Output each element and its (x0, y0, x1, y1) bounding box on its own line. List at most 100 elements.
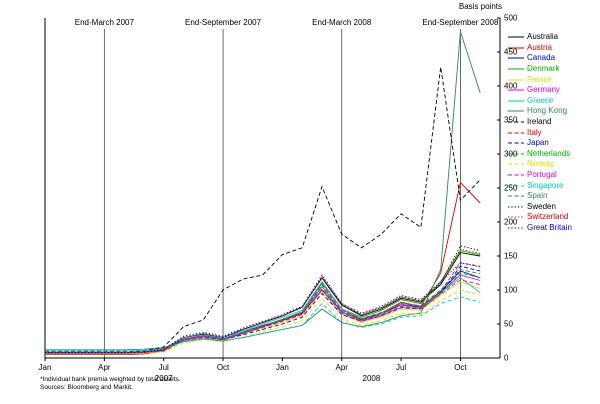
y-tick-label: 150 (504, 252, 518, 261)
legend-line-sample (508, 195, 524, 197)
series-line-australia (45, 252, 481, 354)
legend-item: Spain (508, 191, 572, 202)
legend-item: Switzerland (508, 212, 572, 223)
legend-label: Norway (527, 159, 555, 169)
legend-line-sample (508, 89, 524, 91)
series-line-portugal (45, 279, 481, 354)
legend-label: Great Britain (527, 222, 572, 232)
x-tick-label: Apr (98, 363, 111, 372)
legend-label: Portugal (527, 170, 557, 180)
y-tick-label: 450 (504, 48, 518, 57)
legend-item: Canada (508, 53, 572, 64)
x-tick-label: Oct (217, 363, 230, 372)
legend-line-sample (508, 121, 524, 123)
reference-line-label: End-March 2007 (75, 18, 135, 27)
legend-line-sample (508, 163, 524, 165)
legend-line-sample (508, 57, 524, 59)
legend-item: Sweden (508, 202, 572, 213)
legend-label: Canada (527, 53, 556, 63)
y-axis-title: Basis points (459, 2, 502, 11)
reference-line-label: End-March 2008 (312, 18, 372, 27)
legend-label: Netherlands (527, 148, 571, 158)
legend-line-sample (508, 227, 524, 229)
legend-line-sample (508, 216, 524, 218)
legend-line-sample (508, 153, 524, 155)
y-tick-label: 200 (504, 218, 518, 227)
legend-item: Netherlands (508, 149, 572, 160)
y-tick-label: 400 (504, 82, 518, 91)
legend: Australia Austria Canada Denmark France Germa… (508, 32, 572, 233)
series-line-singapore (45, 296, 481, 352)
legend-item: Denmark (508, 64, 572, 75)
x-tick-label: Jan (276, 363, 289, 372)
y-tick-label: 0 (504, 354, 509, 363)
x-tick-label: Jul (159, 363, 169, 372)
x-year-label: 2008 (363, 374, 381, 383)
legend-line-sample (508, 132, 524, 134)
series-line-spain (45, 269, 481, 354)
legend-item: France (508, 74, 572, 85)
footnote-weighting: *Individual bank premia weighted by tota… (40, 376, 181, 383)
legend-line-sample (508, 47, 524, 49)
legend-label: Hong Kong (527, 106, 568, 116)
legend-label: Germany (527, 85, 560, 95)
reference-line-label: End-September 2008 (422, 18, 499, 27)
legend-line-sample (508, 110, 524, 112)
legend-label: Sweden (527, 201, 556, 211)
legend-item: Japan (508, 138, 572, 149)
legend-line-sample (508, 100, 524, 102)
legend-item: Hong Kong (508, 106, 572, 117)
legend-item: Austria (508, 43, 572, 54)
series-line-hong-kong (45, 31, 481, 351)
reference-line-label: End-September 2007 (185, 18, 262, 27)
series-line-switzerland (45, 248, 481, 354)
footnote-sources: Sources: Bloomberg and Markit. (40, 384, 133, 391)
series-line-canada (45, 270, 481, 354)
footnotes: *Individual bank premia weighted by tota… (40, 376, 181, 392)
legend-item: Greece (508, 96, 572, 107)
series-line-netherlands (45, 272, 481, 354)
legend-item: Great Britain (508, 223, 572, 234)
series-line-france (45, 281, 481, 355)
y-tick-label: 350 (504, 116, 518, 125)
y-tick-label: 100 (504, 286, 518, 295)
legend-item: Norway (508, 159, 572, 170)
series-line-austria (45, 181, 481, 356)
series-line-sweden (45, 245, 481, 354)
y-tick-label: 50 (504, 320, 513, 329)
y-tick-label: 500 (504, 14, 518, 23)
y-tick-label: 250 (504, 184, 518, 193)
legend-label: Denmark (527, 64, 560, 74)
legend-line-sample (508, 206, 524, 208)
x-tick-label: Oct (454, 363, 467, 372)
legend-label: Spain (527, 191, 548, 201)
legend-line-sample (508, 142, 524, 144)
legend-line-sample (508, 79, 524, 81)
legend-label: Japan (527, 138, 549, 148)
x-tick-label: Jul (396, 363, 406, 372)
legend-item: Portugal (508, 170, 572, 181)
legend-label: Switzerland (527, 212, 569, 222)
legend-line-sample (508, 68, 524, 70)
legend-label: Italy (527, 127, 542, 137)
legend-label: Singapore (527, 180, 564, 190)
series-line-great-britain (45, 262, 481, 354)
legend-label: Greece (527, 95, 554, 105)
x-tick-label: Apr (336, 363, 349, 372)
series-line-denmark (45, 250, 481, 355)
legend-label: Austria (527, 42, 552, 52)
legend-label: France (527, 74, 552, 84)
legend-line-sample (508, 36, 524, 38)
legend-line-sample (508, 185, 524, 187)
legend-item: Australia (508, 32, 572, 43)
series-line-norway (45, 289, 481, 355)
legend-item: Germany (508, 85, 572, 96)
legend-item: Italy (508, 127, 572, 138)
x-year-label: 2007 (155, 374, 173, 383)
legend-line-sample (508, 174, 524, 176)
legend-item: Ireland (508, 117, 572, 128)
x-tick-label: Jan (39, 363, 52, 372)
series-line-japan (45, 265, 481, 353)
legend-item: Singapore (508, 180, 572, 191)
